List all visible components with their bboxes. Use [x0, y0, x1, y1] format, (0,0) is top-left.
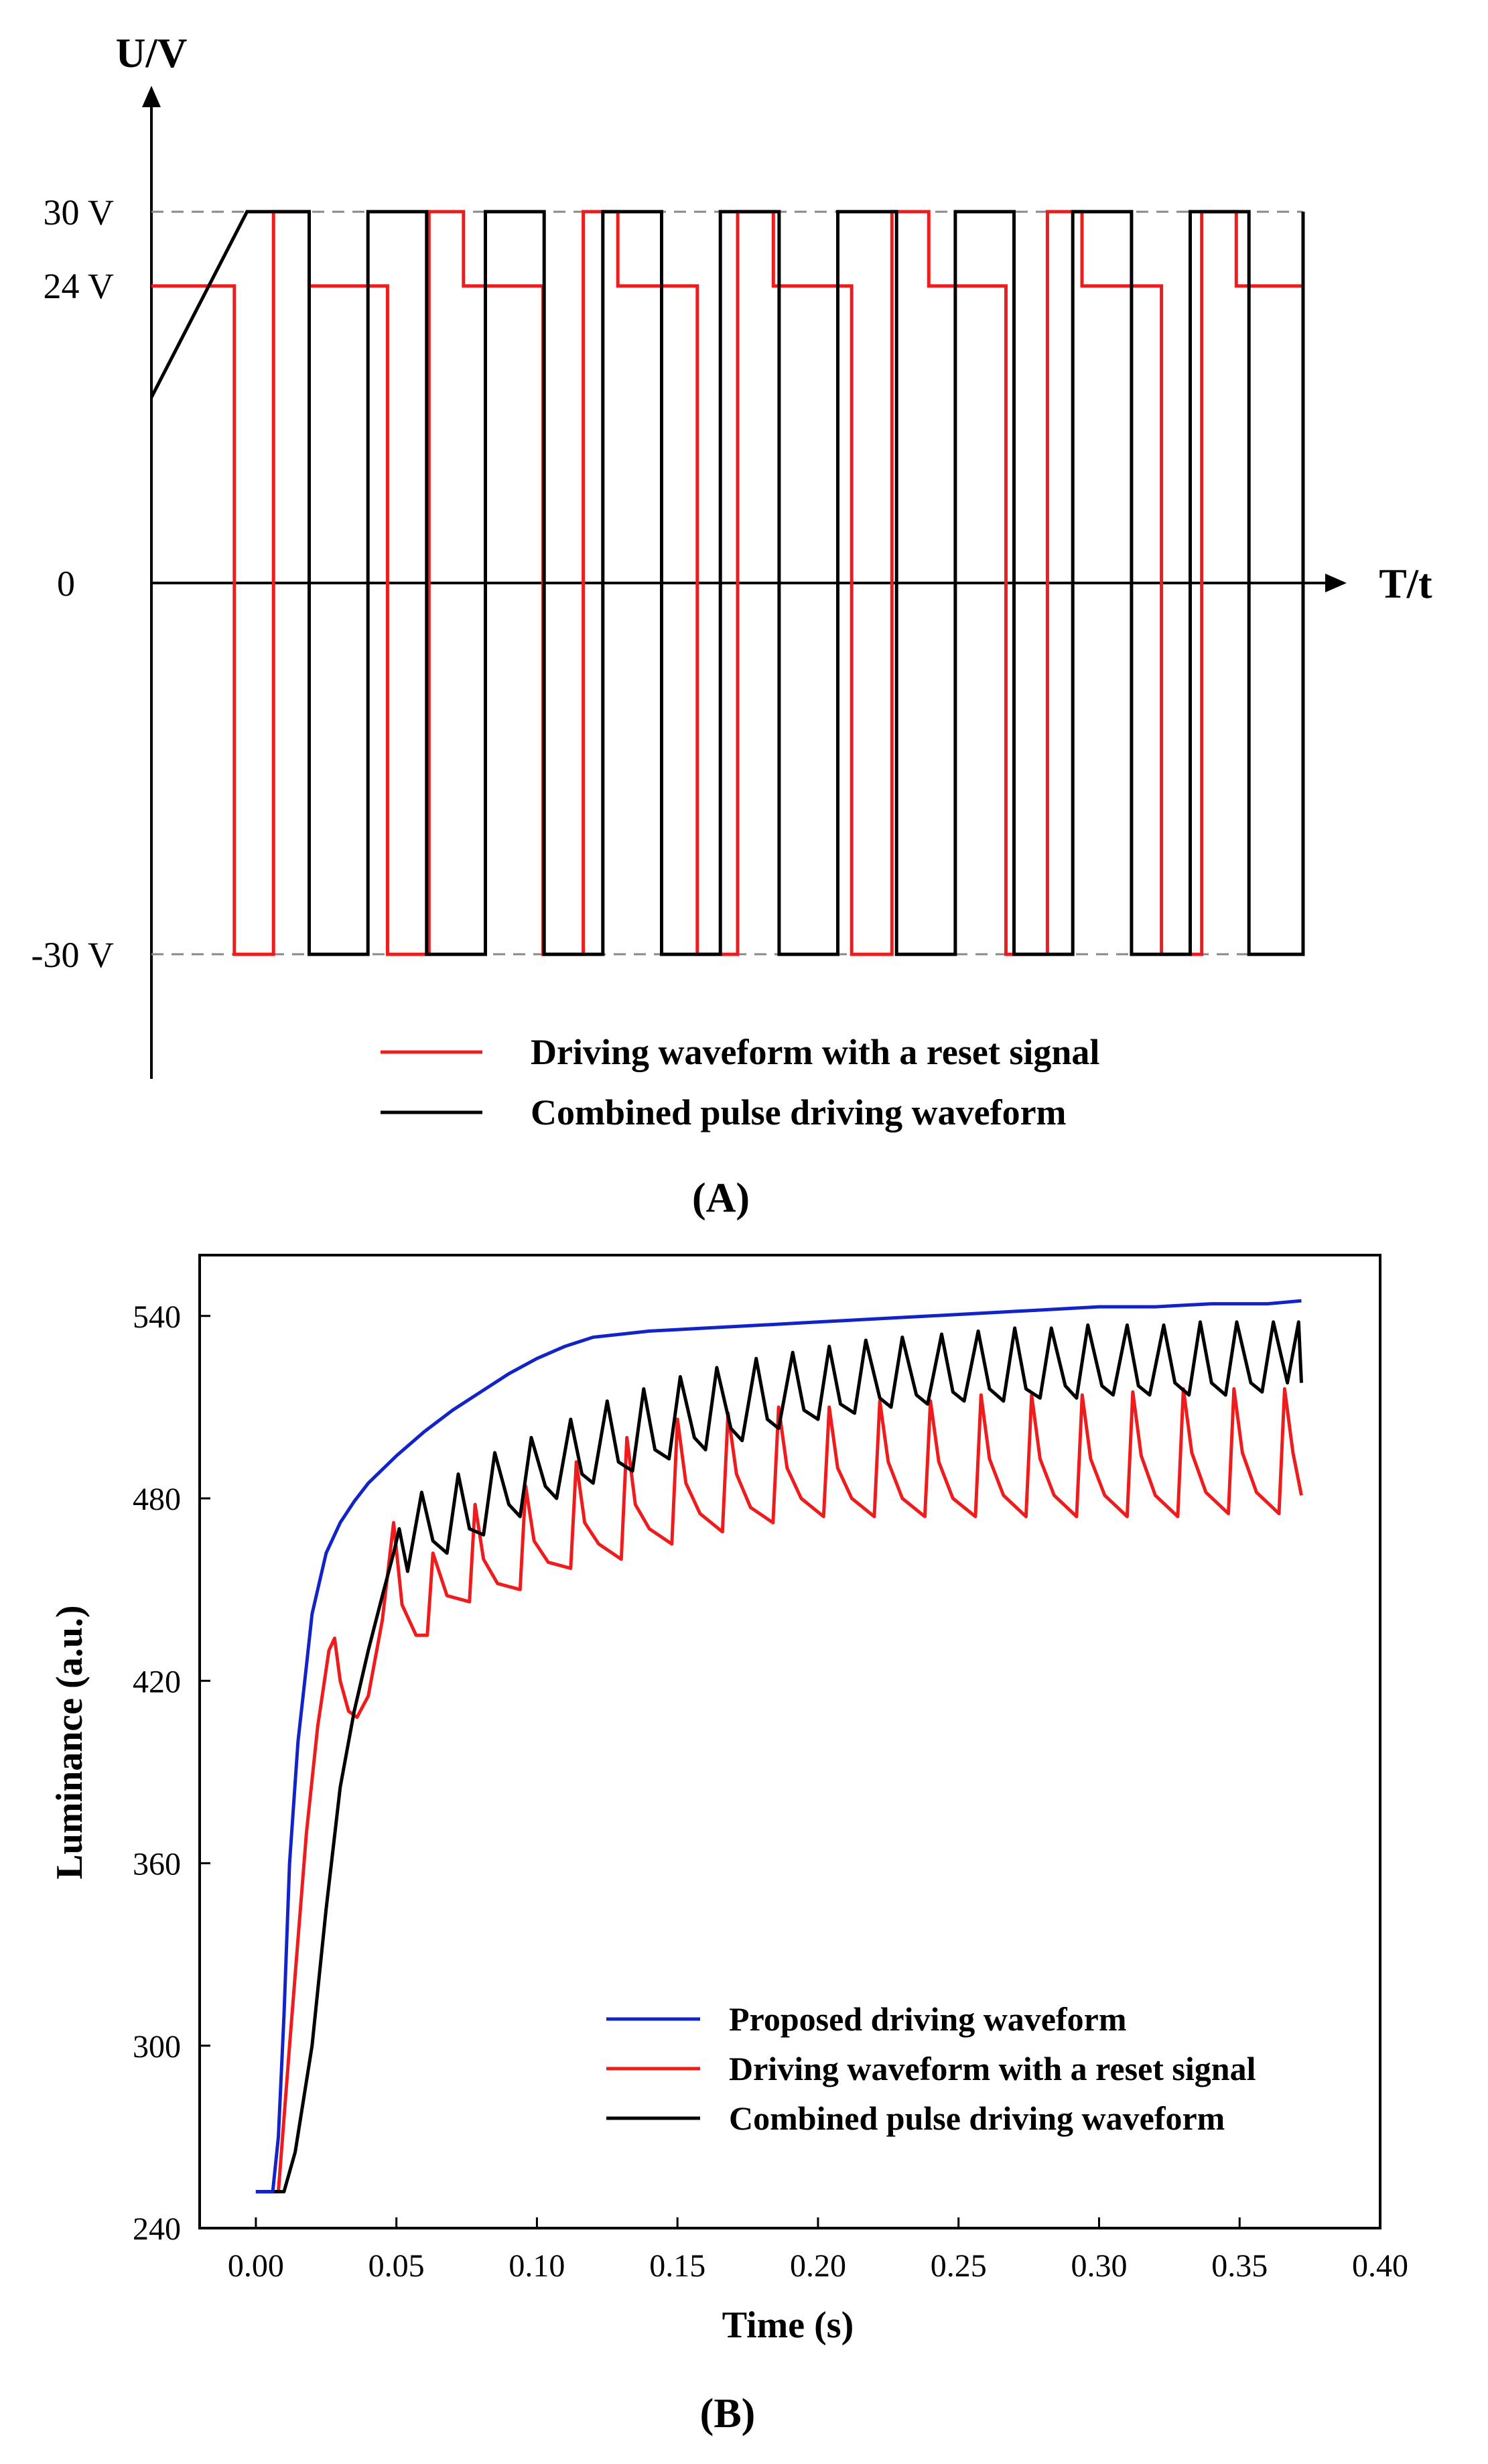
panel-b-xtick-label: 0.35	[1211, 2248, 1268, 2284]
panel-a-label: (A)	[692, 1175, 750, 1221]
panel-b-xtick-label: 0.15	[649, 2248, 705, 2284]
panel-b-xtick-label: 0.20	[790, 2248, 846, 2284]
panel-a-x-axis-arrow	[1325, 574, 1347, 592]
panel-b-ytick-label: 360	[133, 1847, 181, 1882]
panel-b-legend-label: Driving waveform with a reset signal	[729, 2050, 1256, 2087]
panel-b-chart: 0.00 0.05 0.10 0.15 0.20 0.25 0.30 0.35 0.40 240…	[49, 1254, 1408, 2437]
panel-b-ytick-label: 480	[133, 1482, 181, 1517]
panel-b-series-reset-signal-line	[255, 1387, 1303, 2194]
panel-b-label: (B)	[700, 2391, 756, 2437]
panel-b-series-combined-pulse-line	[255, 1320, 1303, 2194]
panel-a-label-letter: A	[706, 1175, 736, 1221]
panel-a-ytick-label: 30 V	[43, 192, 114, 233]
panel-a-ytick-label: 0	[57, 564, 75, 604]
panel-b-xtick-label: 0.10	[509, 2248, 565, 2284]
panel-b-xtick-label: 0.25	[931, 2248, 987, 2284]
panel-a-legend-label: Driving waveform with a reset signal	[531, 1032, 1099, 1072]
panel-b-x-axis-title: Time (s)	[722, 2305, 854, 2346]
panel-b-xtick-label: 0.30	[1071, 2248, 1127, 2284]
panel-a-x-axis-title: T/t	[1379, 562, 1432, 607]
panel-b-ytick-label: 300	[133, 2029, 181, 2065]
panel-b-label-letter: B	[714, 2391, 741, 2437]
panel-b-legend-label: Proposed driving waveform	[729, 2000, 1126, 2038]
panel-a-legend: Driving waveform with a reset signal Com…	[381, 1032, 1099, 1132]
panel-a-ytick-label: 24 V	[43, 266, 114, 306]
panel-a-ytick-label: -30 V	[31, 935, 114, 975]
panel-b-x-ticks: 0.00 0.05 0.10 0.15 0.20 0.25 0.30 0.35 0.40	[228, 2217, 1408, 2284]
panel-b-legend: Proposed driving waveform Driving wavefo…	[606, 2000, 1256, 2137]
panel-b-ytick-label: 240	[133, 2211, 181, 2247]
panel-a-chart: U/V T/t 30 V 24 V 0 -30 V Driving wavefo…	[31, 31, 1432, 1221]
panel-a-y-axis-arrow	[142, 86, 161, 107]
panel-b-xtick-label: 0.40	[1352, 2248, 1408, 2284]
panel-b-plot-frame	[198, 1254, 1381, 2229]
svg-text:(A): (A)	[692, 1175, 750, 1221]
panel-b-legend-label: Combined pulse driving waveform	[729, 2099, 1225, 2137]
panel-b-y-ticks: 240 300 360 420 480 540	[133, 1299, 210, 2247]
panel-b-ytick-label: 420	[133, 1664, 181, 1699]
panel-a-legend-label: Combined pulse driving waveform	[531, 1092, 1067, 1132]
panel-b-xtick-label: 0.05	[368, 2248, 425, 2284]
panel-b-y-axis-title: Luminance (a.u.)	[49, 1605, 90, 1879]
panel-a-series-combined-pulse-line	[149, 210, 1305, 956]
svg-text:(B): (B)	[700, 2391, 756, 2437]
panel-b-ytick-label: 540	[133, 1299, 181, 1335]
panel-b-xtick-label: 0.00	[228, 2248, 284, 2284]
panel-b-series-proposed-line	[255, 1299, 1302, 2194]
panel-a-y-axis-title: U/V	[116, 31, 188, 76]
